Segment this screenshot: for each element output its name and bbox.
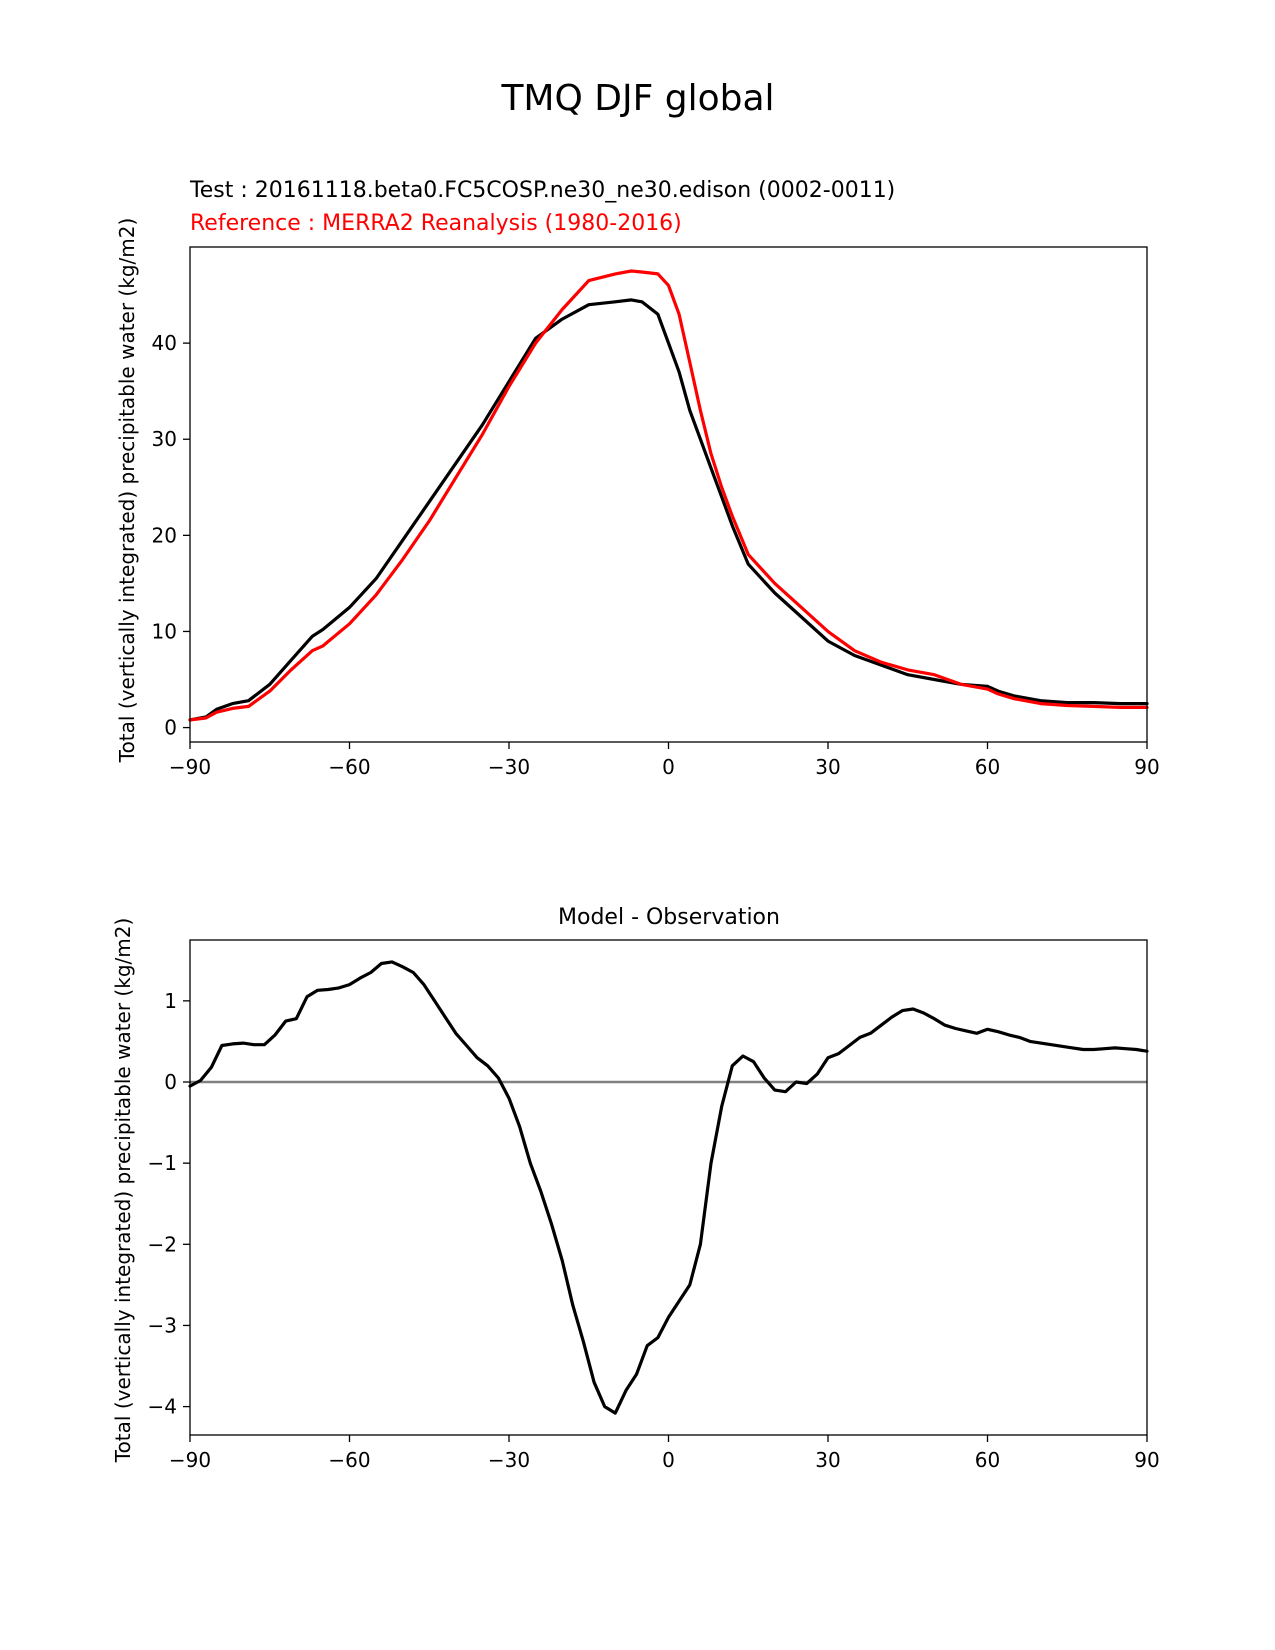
bottom-xtick-label: 90 xyxy=(1134,1448,1159,1472)
bottom-ytick-label: −4 xyxy=(148,1395,177,1419)
bottom-ytick-label: 1 xyxy=(164,989,177,1013)
reference-label: Reference : MERRA2 Reanalysis (1980-2016… xyxy=(190,211,682,236)
bottom-plot-area: −90 −60 −30 0 30 60 90 −4 −3 −2 −1 0 1 xyxy=(148,939,1160,1472)
top-series-reference xyxy=(188,269,1149,722)
bottom-ytick-label: −3 xyxy=(148,1313,177,1337)
bottom-xtick-label: −90 xyxy=(169,1448,211,1472)
top-plot-area: −90 −60 −30 0 30 60 90 0 10 20 30 40 xyxy=(152,246,1160,779)
top-ytick-label: 20 xyxy=(152,523,177,547)
top-xtick-label: 90 xyxy=(1134,755,1159,779)
bottom-ytick-label: −1 xyxy=(148,1151,177,1175)
bottom-xtick-label: 30 xyxy=(815,1448,840,1472)
top-axes-frame xyxy=(189,246,1148,743)
top-xtick-label: 0 xyxy=(662,755,675,779)
bottom-axes-frame xyxy=(189,939,1148,1436)
bottom-xtick-label: −30 xyxy=(488,1448,530,1472)
top-xtick-label: 60 xyxy=(975,755,1000,779)
top-ytick-label: 40 xyxy=(152,331,177,355)
bottom-xtick-label: 60 xyxy=(975,1448,1000,1472)
bottom-xtick-label: 0 xyxy=(662,1448,675,1472)
bottom-ytick-label: 0 xyxy=(164,1070,177,1094)
bottom-xtick-label: −60 xyxy=(328,1448,370,1472)
top-ytick-label: 0 xyxy=(164,716,177,740)
bottom-title: Model - Observation xyxy=(558,905,780,930)
top-ylabel: Total (vertically integrated) precipitab… xyxy=(115,218,139,764)
bottom-ylabel: Total (vertically integrated) precipitab… xyxy=(111,918,135,1464)
top-chart: Test : 20161118.beta0.FC5COSP.ne30_ne30.… xyxy=(115,178,1160,779)
bottom-ytick-label: −2 xyxy=(148,1232,177,1256)
top-ytick-label: 10 xyxy=(152,619,177,643)
bottom-chart: Model - Observation Total (vertically in… xyxy=(111,905,1160,1472)
top-xtick-label: −60 xyxy=(328,755,370,779)
bottom-series-model-observation xyxy=(188,960,1149,1415)
figure-title: TMQ DJF global xyxy=(500,78,774,119)
top-xtick-label: −90 xyxy=(169,755,211,779)
top-series-test xyxy=(188,298,1149,722)
test-label: Test : 20161118.beta0.FC5COSP.ne30_ne30.… xyxy=(189,178,895,203)
top-ytick-label: 30 xyxy=(152,427,177,451)
top-xtick-label: −30 xyxy=(488,755,530,779)
top-xtick-label: 30 xyxy=(815,755,840,779)
